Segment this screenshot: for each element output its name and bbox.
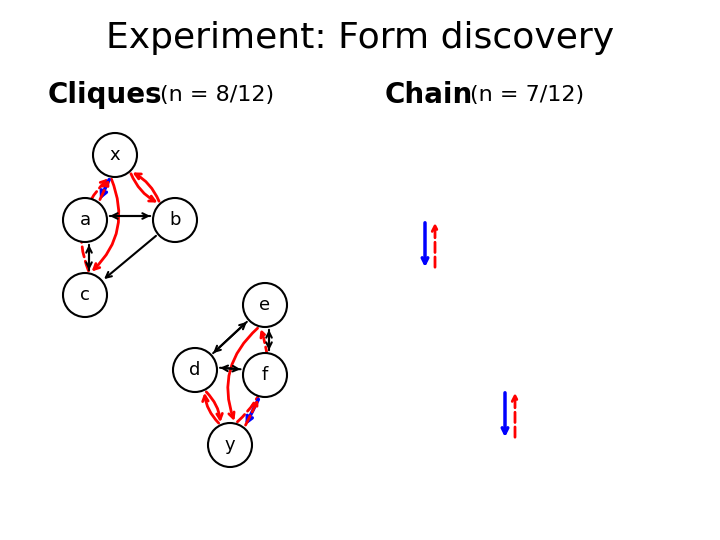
Text: Experiment: Form discovery: Experiment: Form discovery <box>106 21 614 55</box>
Text: c: c <box>80 286 90 304</box>
Text: y: y <box>225 436 235 454</box>
Circle shape <box>173 348 217 392</box>
Circle shape <box>153 198 197 242</box>
Circle shape <box>63 273 107 317</box>
Circle shape <box>93 133 137 177</box>
Text: (n = 8/12): (n = 8/12) <box>160 85 274 105</box>
Text: (n = 7/12): (n = 7/12) <box>470 85 584 105</box>
Text: d: d <box>189 361 201 379</box>
Circle shape <box>243 353 287 397</box>
Text: e: e <box>259 296 271 314</box>
Circle shape <box>243 283 287 327</box>
Text: Chain: Chain <box>385 81 473 109</box>
Circle shape <box>63 198 107 242</box>
Text: x: x <box>109 146 120 164</box>
Text: a: a <box>79 211 91 229</box>
Text: b: b <box>169 211 181 229</box>
Circle shape <box>208 423 252 467</box>
Text: Cliques: Cliques <box>48 81 163 109</box>
Text: f: f <box>262 366 268 384</box>
